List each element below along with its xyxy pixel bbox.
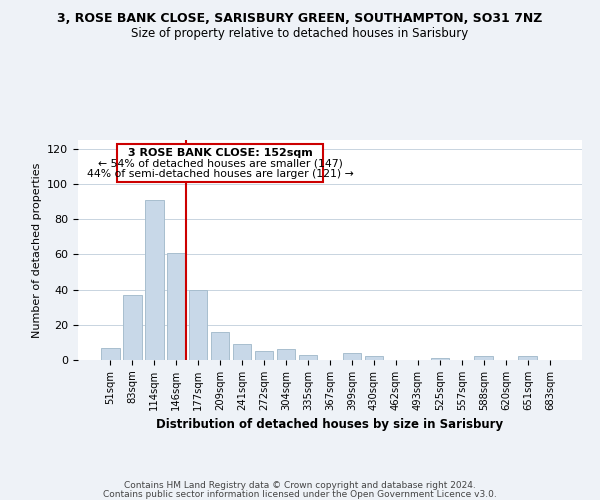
Bar <box>211 332 229 360</box>
Bar <box>343 353 361 360</box>
FancyBboxPatch shape <box>117 144 323 182</box>
Text: 44% of semi-detached houses are larger (121) →: 44% of semi-detached houses are larger (… <box>87 169 353 179</box>
Bar <box>167 252 185 360</box>
Text: 3 ROSE BANK CLOSE: 152sqm: 3 ROSE BANK CLOSE: 152sqm <box>128 148 313 158</box>
Text: Contains HM Land Registry data © Crown copyright and database right 2024.: Contains HM Land Registry data © Crown c… <box>124 481 476 490</box>
Bar <box>255 351 274 360</box>
Bar <box>233 344 251 360</box>
Text: 3, ROSE BANK CLOSE, SARISBURY GREEN, SOUTHAMPTON, SO31 7NZ: 3, ROSE BANK CLOSE, SARISBURY GREEN, SOU… <box>58 12 542 26</box>
Bar <box>277 350 295 360</box>
Bar <box>365 356 383 360</box>
Bar <box>475 356 493 360</box>
Bar <box>123 295 142 360</box>
Bar <box>299 354 317 360</box>
Bar <box>101 348 119 360</box>
Bar <box>518 356 537 360</box>
Text: Size of property relative to detached houses in Sarisbury: Size of property relative to detached ho… <box>131 28 469 40</box>
Text: ← 54% of detached houses are smaller (147): ← 54% of detached houses are smaller (14… <box>98 158 343 168</box>
Bar <box>189 290 208 360</box>
Text: Contains public sector information licensed under the Open Government Licence v3: Contains public sector information licen… <box>103 490 497 499</box>
Bar <box>145 200 164 360</box>
X-axis label: Distribution of detached houses by size in Sarisbury: Distribution of detached houses by size … <box>157 418 503 432</box>
Y-axis label: Number of detached properties: Number of detached properties <box>32 162 41 338</box>
Bar <box>431 358 449 360</box>
